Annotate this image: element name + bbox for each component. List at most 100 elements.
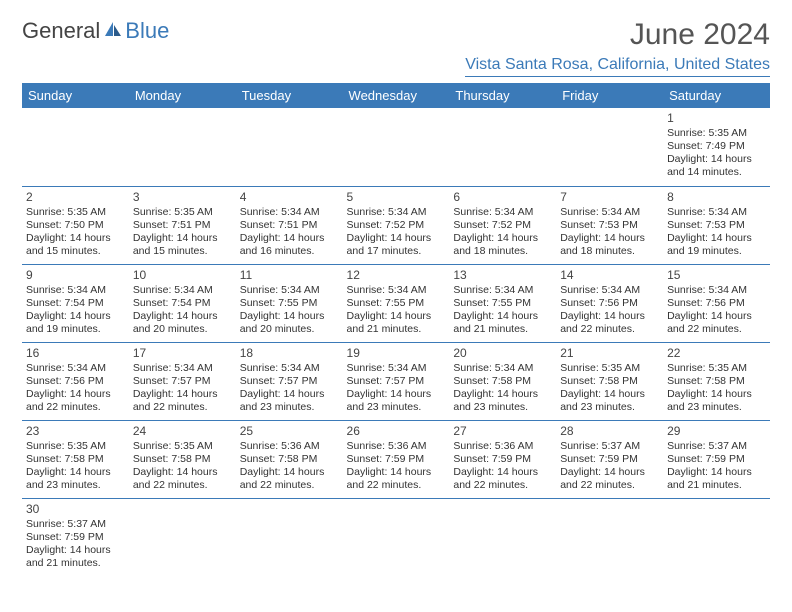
weekday-header: Tuesday (236, 83, 343, 108)
daylight-text: and 14 minutes. (667, 166, 766, 179)
sunrise-text: Sunrise: 5:35 AM (667, 127, 766, 140)
sunrise-text: Sunrise: 5:34 AM (560, 284, 659, 297)
calendar-row: 9Sunrise: 5:34 AMSunset: 7:54 PMDaylight… (22, 264, 770, 342)
sunset-text: Sunset: 7:54 PM (133, 297, 232, 310)
title-block: June 2024 Vista Santa Rosa, California, … (465, 18, 770, 77)
sunset-text: Sunset: 7:51 PM (240, 219, 339, 232)
sunrise-text: Sunrise: 5:34 AM (240, 206, 339, 219)
sunset-text: Sunset: 7:58 PM (26, 453, 125, 466)
sunrise-text: Sunrise: 5:34 AM (347, 362, 446, 375)
calendar-row: 16Sunrise: 5:34 AMSunset: 7:56 PMDayligh… (22, 342, 770, 420)
sunset-text: Sunset: 7:54 PM (26, 297, 125, 310)
day-number: 27 (453, 424, 552, 439)
daylight-text: Daylight: 14 hours (26, 466, 125, 479)
day-number: 10 (133, 268, 232, 283)
calendar-cell: 13Sunrise: 5:34 AMSunset: 7:55 PMDayligh… (449, 264, 556, 342)
calendar-table: Sunday Monday Tuesday Wednesday Thursday… (22, 83, 770, 576)
calendar-cell: 27Sunrise: 5:36 AMSunset: 7:59 PMDayligh… (449, 420, 556, 498)
sunset-text: Sunset: 7:58 PM (133, 453, 232, 466)
calendar-cell: 22Sunrise: 5:35 AMSunset: 7:58 PMDayligh… (663, 342, 770, 420)
day-number: 16 (26, 346, 125, 361)
calendar-cell: 4Sunrise: 5:34 AMSunset: 7:51 PMDaylight… (236, 186, 343, 264)
sunset-text: Sunset: 7:53 PM (667, 219, 766, 232)
sunset-text: Sunset: 7:52 PM (453, 219, 552, 232)
daylight-text: Daylight: 14 hours (347, 388, 446, 401)
day-number: 29 (667, 424, 766, 439)
sunrise-text: Sunrise: 5:34 AM (133, 362, 232, 375)
sunset-text: Sunset: 7:58 PM (453, 375, 552, 388)
calendar-cell: 29Sunrise: 5:37 AMSunset: 7:59 PMDayligh… (663, 420, 770, 498)
daylight-text: and 18 minutes. (453, 245, 552, 258)
weekday-header: Saturday (663, 83, 770, 108)
sunrise-text: Sunrise: 5:37 AM (667, 440, 766, 453)
calendar-cell: 11Sunrise: 5:34 AMSunset: 7:55 PMDayligh… (236, 264, 343, 342)
day-number: 13 (453, 268, 552, 283)
sunset-text: Sunset: 7:57 PM (347, 375, 446, 388)
daylight-text: Daylight: 14 hours (667, 153, 766, 166)
sunrise-text: Sunrise: 5:36 AM (453, 440, 552, 453)
sunrise-text: Sunrise: 5:37 AM (26, 518, 125, 531)
sunset-text: Sunset: 7:55 PM (347, 297, 446, 310)
day-number: 7 (560, 190, 659, 205)
sunset-text: Sunset: 7:57 PM (133, 375, 232, 388)
daylight-text: Daylight: 14 hours (26, 232, 125, 245)
daylight-text: and 22 minutes. (560, 479, 659, 492)
calendar-cell (343, 108, 450, 186)
sunset-text: Sunset: 7:51 PM (133, 219, 232, 232)
daylight-text: Daylight: 14 hours (240, 388, 339, 401)
daylight-text: and 19 minutes. (26, 323, 125, 336)
sunrise-text: Sunrise: 5:34 AM (453, 284, 552, 297)
calendar-cell (556, 498, 663, 576)
sunrise-text: Sunrise: 5:34 AM (26, 284, 125, 297)
sunset-text: Sunset: 7:59 PM (347, 453, 446, 466)
sunset-text: Sunset: 7:59 PM (26, 531, 125, 544)
day-number: 9 (26, 268, 125, 283)
calendar-cell: 19Sunrise: 5:34 AMSunset: 7:57 PMDayligh… (343, 342, 450, 420)
calendar-cell (236, 498, 343, 576)
sunrise-text: Sunrise: 5:34 AM (240, 362, 339, 375)
sunset-text: Sunset: 7:58 PM (560, 375, 659, 388)
sunrise-text: Sunrise: 5:34 AM (26, 362, 125, 375)
sunrise-text: Sunrise: 5:34 AM (240, 284, 339, 297)
sunrise-text: Sunrise: 5:35 AM (133, 206, 232, 219)
calendar-cell: 15Sunrise: 5:34 AMSunset: 7:56 PMDayligh… (663, 264, 770, 342)
logo-text-2: Blue (125, 18, 169, 44)
sunrise-text: Sunrise: 5:36 AM (240, 440, 339, 453)
header: General Blue June 2024 Vista Santa Rosa,… (22, 18, 770, 77)
calendar-cell: 12Sunrise: 5:34 AMSunset: 7:55 PMDayligh… (343, 264, 450, 342)
daylight-text: and 16 minutes. (240, 245, 339, 258)
sunrise-text: Sunrise: 5:37 AM (560, 440, 659, 453)
day-number: 22 (667, 346, 766, 361)
sunrise-text: Sunrise: 5:35 AM (560, 362, 659, 375)
day-number: 19 (347, 346, 446, 361)
daylight-text: and 21 minutes. (453, 323, 552, 336)
weekday-header: Wednesday (343, 83, 450, 108)
sunrise-text: Sunrise: 5:34 AM (347, 284, 446, 297)
calendar-cell: 24Sunrise: 5:35 AMSunset: 7:58 PMDayligh… (129, 420, 236, 498)
daylight-text: Daylight: 14 hours (453, 388, 552, 401)
calendar-cell (22, 108, 129, 186)
daylight-text: and 23 minutes. (453, 401, 552, 414)
daylight-text: and 22 minutes. (347, 479, 446, 492)
calendar-cell: 10Sunrise: 5:34 AMSunset: 7:54 PMDayligh… (129, 264, 236, 342)
calendar-cell: 25Sunrise: 5:36 AMSunset: 7:58 PMDayligh… (236, 420, 343, 498)
sunrise-text: Sunrise: 5:36 AM (347, 440, 446, 453)
day-number: 14 (560, 268, 659, 283)
daylight-text: Daylight: 14 hours (560, 388, 659, 401)
sunset-text: Sunset: 7:56 PM (560, 297, 659, 310)
daylight-text: and 22 minutes. (453, 479, 552, 492)
calendar-cell: 7Sunrise: 5:34 AMSunset: 7:53 PMDaylight… (556, 186, 663, 264)
daylight-text: Daylight: 14 hours (560, 466, 659, 479)
sunrise-text: Sunrise: 5:34 AM (667, 284, 766, 297)
sunrise-text: Sunrise: 5:34 AM (347, 206, 446, 219)
calendar-cell (343, 498, 450, 576)
daylight-text: and 21 minutes. (26, 557, 125, 570)
sunset-text: Sunset: 7:53 PM (560, 219, 659, 232)
daylight-text: Daylight: 14 hours (453, 232, 552, 245)
sunrise-text: Sunrise: 5:35 AM (26, 440, 125, 453)
daylight-text: Daylight: 14 hours (560, 232, 659, 245)
daylight-text: Daylight: 14 hours (347, 310, 446, 323)
day-number: 21 (560, 346, 659, 361)
daylight-text: Daylight: 14 hours (667, 388, 766, 401)
daylight-text: and 21 minutes. (347, 323, 446, 336)
